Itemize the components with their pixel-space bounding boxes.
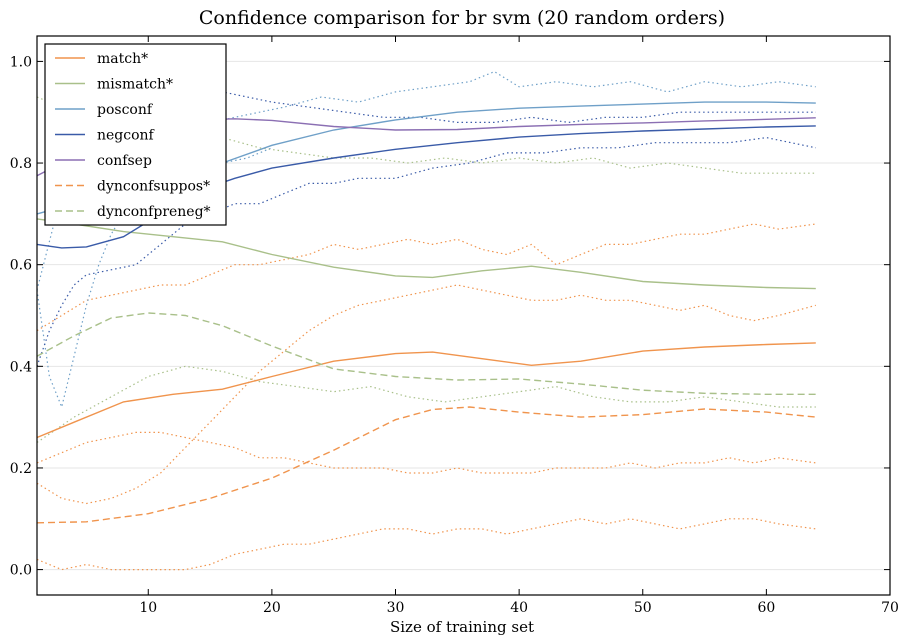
x-tick-label: 70 bbox=[881, 600, 899, 616]
x-axis-label: Size of training set bbox=[390, 618, 534, 636]
axis-ticks: 10 20 30 40 50 60 70 0.0 0.2 0.4 0.6 0.8 1.0 bbox=[10, 36, 899, 616]
y-tick-label: 1.0 bbox=[10, 54, 32, 70]
band-upper-line bbox=[36, 70, 816, 291]
legend-label: dynconfpreneg* bbox=[97, 204, 211, 220]
band-upper-line bbox=[36, 284, 816, 505]
series-line-1 bbox=[36, 218, 816, 290]
series-line-3 bbox=[36, 125, 816, 249]
y-tick-label: 0.8 bbox=[10, 156, 32, 172]
chart-title: Confidence comparison for br svm (20 ran… bbox=[199, 7, 725, 29]
band-lower-line bbox=[36, 518, 816, 571]
band-lower-line bbox=[36, 431, 816, 474]
x-tick-label: 40 bbox=[510, 600, 528, 616]
x-tick-label: 10 bbox=[139, 600, 157, 616]
legend-label: dynconfsuppos* bbox=[97, 179, 210, 195]
x-tick-label: 60 bbox=[757, 600, 775, 616]
legend-label: negconf bbox=[97, 128, 156, 144]
x-tick-label: 50 bbox=[634, 600, 652, 616]
legend-label: posconf bbox=[97, 102, 154, 118]
legend-label: match* bbox=[97, 51, 148, 67]
legend: match* mismatch* posconf negconf confsep dync… bbox=[44, 43, 227, 226]
y-tick-label: 0.4 bbox=[10, 359, 32, 375]
band-lower-line bbox=[36, 365, 816, 443]
legend-label: mismatch* bbox=[97, 77, 173, 93]
y-tick-label: 0.0 bbox=[10, 563, 32, 579]
legend-entries: match* mismatch* posconf negconf confsep dync… bbox=[55, 51, 211, 220]
band-upper-line bbox=[36, 223, 816, 332]
plot-frame bbox=[36, 35, 891, 596]
band-upper-line bbox=[36, 96, 816, 174]
y-tick-label: 0.2 bbox=[10, 461, 32, 477]
band-upper-line bbox=[123, 91, 816, 124]
series-line-6 bbox=[36, 312, 816, 395]
x-tick-label: 30 bbox=[387, 600, 405, 616]
series-line-5 bbox=[36, 406, 816, 524]
x-tick-label: 20 bbox=[263, 600, 281, 616]
series-line-0 bbox=[36, 342, 816, 439]
legend-label: confsep bbox=[97, 153, 152, 169]
band-lower-line bbox=[36, 136, 816, 367]
y-tick-label: 0.6 bbox=[10, 258, 32, 274]
